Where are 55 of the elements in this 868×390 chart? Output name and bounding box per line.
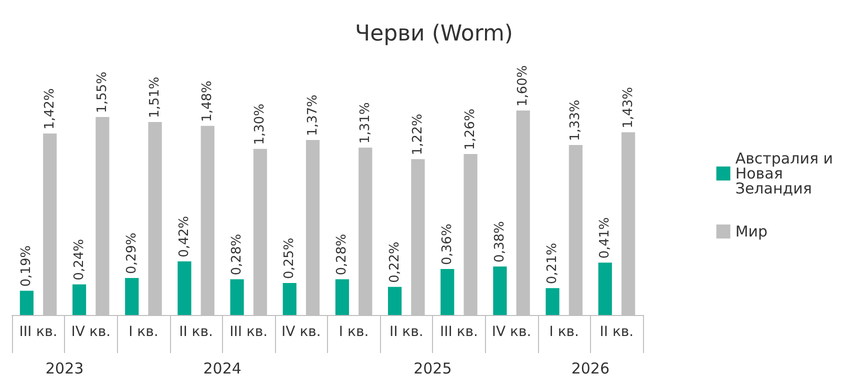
data-label: 0,24%: [72, 239, 87, 280]
bar: [598, 262, 612, 315]
data-label: 1,60%: [516, 65, 531, 107]
data-label: 1,51%: [148, 76, 163, 118]
data-label: 0,41%: [598, 217, 613, 259]
data-label: 1,55%: [94, 72, 110, 113]
data-label: 0,25%: [282, 238, 298, 280]
data-label: 1,22%: [410, 114, 426, 156]
legend-label: Мир: [735, 222, 768, 240]
data-label: 0,42%: [176, 216, 192, 258]
legend-label: Австралия и Новая Зеландия: [735, 150, 834, 198]
data-label: 0,28%: [334, 234, 350, 276]
data-label: 1,30%: [252, 104, 268, 145]
x-tick-label: III кв.: [230, 324, 268, 340]
text: 2024: [203, 360, 242, 378]
data-label: 1,31%: [358, 102, 373, 144]
x-tick-label: II кв.: [179, 324, 213, 340]
text: 2023: [45, 360, 84, 378]
data-label: 0,19%: [19, 245, 34, 287]
x-tick-label: I кв.: [549, 324, 579, 340]
bar: [230, 279, 244, 315]
data-label: 1,43%: [620, 86, 636, 128]
x-tick-label: IV кв.: [282, 324, 321, 340]
data-label: 0,29%: [124, 232, 140, 274]
x-tick-label: IV кв.: [71, 324, 111, 340]
bar: [493, 266, 507, 315]
x-tick-label: I кв.: [128, 324, 158, 340]
data-label: 1,42%: [42, 88, 58, 130]
data-label: 0,36%: [440, 224, 455, 265]
bar: [125, 278, 139, 315]
data-label: 1,26%: [463, 108, 478, 150]
data-label: 1,33%: [568, 100, 584, 142]
x-tick-label: II кв.: [389, 324, 424, 340]
data-label: 0,28%: [230, 234, 245, 276]
bar: [388, 286, 402, 315]
x-tick-label: III кв.: [440, 324, 478, 340]
bar: [546, 288, 560, 315]
bar: [335, 279, 350, 315]
data-label: 1,37%: [305, 94, 320, 136]
text: 2025: [414, 360, 452, 378]
text: 2026: [571, 360, 610, 378]
x-tick-label: III кв.: [19, 324, 58, 340]
bar: [282, 283, 296, 315]
bar: [178, 261, 192, 315]
bar: [20, 290, 34, 315]
bar: [440, 269, 454, 315]
data-label: 0,22%: [387, 242, 402, 283]
x-tick-label: I кв.: [338, 324, 369, 340]
chart-title: Черви (Worm): [354, 22, 514, 46]
bar: [72, 284, 86, 315]
x-tick-label: IV кв.: [492, 324, 532, 340]
data-label: 0,38%: [492, 221, 508, 262]
data-label: 0,21%: [545, 242, 560, 284]
data-label: 1,48%: [200, 80, 216, 122]
x-tick-label: II кв.: [600, 324, 634, 340]
